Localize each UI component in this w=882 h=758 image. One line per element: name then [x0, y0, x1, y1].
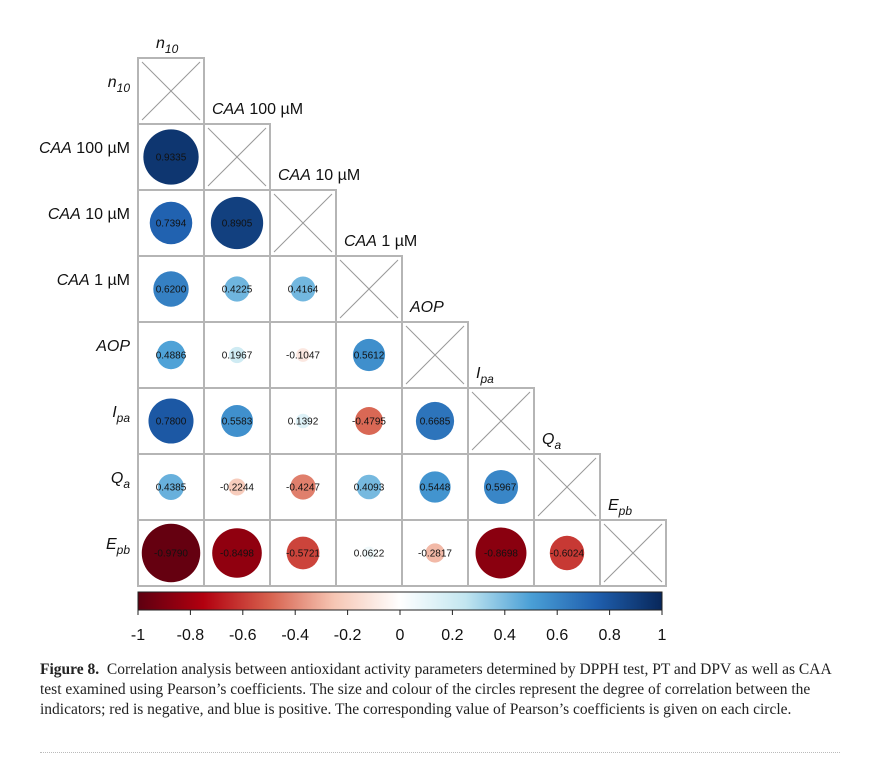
- row-label: n10: [108, 74, 131, 95]
- correlation-value: 0.9335: [156, 153, 187, 164]
- correlation-circle: [210, 196, 264, 250]
- diagonal-cross: [405, 325, 465, 385]
- correlation-circle: [425, 543, 445, 563]
- correlation-circle: [475, 527, 527, 579]
- correlation-value: -0.2244: [220, 483, 254, 494]
- correlation-value: 0.4225: [222, 285, 253, 296]
- correlation-circle: [419, 471, 451, 503]
- correlation-value: 0.0622: [354, 549, 385, 560]
- correlation-circle: [228, 346, 246, 364]
- correlation-value: -0.9790: [154, 549, 188, 560]
- correlation-circle: [290, 276, 316, 302]
- correlation-value: 0.5448: [420, 483, 451, 494]
- correlation-circle: [156, 340, 186, 370]
- grid-cell: [335, 387, 403, 455]
- correlation-value: 0.4164: [288, 285, 319, 296]
- correlation-circle: [220, 404, 254, 438]
- column-label: n10: [156, 35, 179, 56]
- colorbar-tick-label: -0.4: [281, 627, 309, 644]
- diagonal-cross: [141, 61, 201, 121]
- correlation-circle: [286, 536, 320, 570]
- diagonal-cross: [339, 259, 399, 319]
- correlation-circle: [415, 401, 455, 441]
- column-label: CAA 100 µM: [212, 101, 303, 118]
- colorbar-tick-label: 0.6: [546, 627, 568, 644]
- figure-caption: Figure 8. Correlation analysis between a…: [40, 660, 840, 720]
- correlation-circle: [141, 523, 201, 583]
- row-label: Epb: [106, 536, 130, 557]
- colorbar-tick-label: 0: [396, 627, 405, 644]
- correlation-value: -0.8498: [220, 549, 254, 560]
- correlation-circle: [295, 413, 311, 429]
- colorbar-tick-label: 0.8: [598, 627, 620, 644]
- correlation-value: -0.2817: [418, 549, 452, 560]
- correlation-circle: [224, 276, 250, 302]
- row-label: CAA 10 µM: [48, 206, 130, 223]
- correlation-circle: [149, 201, 193, 245]
- correlation-value: 0.5612: [354, 351, 385, 362]
- correlation-value: 0.1392: [288, 417, 319, 428]
- diagonal-cross: [603, 523, 663, 583]
- correlation-value: 0.4886: [156, 351, 187, 362]
- column-label: CAA 1 µM: [344, 233, 417, 250]
- correlation-circle: [148, 398, 194, 444]
- correlation-value: 0.6685: [420, 417, 451, 428]
- colorbar: [137, 591, 663, 611]
- row-label: CAA 1 µM: [57, 272, 130, 289]
- correlation-circle: [356, 474, 382, 500]
- row-label: CAA 100 µM: [39, 140, 130, 157]
- correlation-circle: [158, 474, 184, 500]
- correlation-circle: [352, 338, 386, 372]
- correlation-circle: [290, 474, 316, 500]
- row-label: AOP: [95, 338, 130, 355]
- divider: [40, 752, 840, 753]
- correlation-circle: [355, 407, 383, 435]
- correlation-value: 0.7800: [156, 417, 187, 428]
- correlation-value: 0.4385: [156, 483, 187, 494]
- column-label: CAA 10 µM: [278, 167, 360, 184]
- correlation-value: -0.6024: [550, 549, 584, 560]
- correlation-value: 0.8905: [222, 219, 253, 230]
- diagonal-cross: [273, 193, 333, 253]
- correlation-value: 0.1967: [222, 351, 253, 362]
- colorbar-tick-label: 1: [658, 627, 667, 644]
- row-label: Ipa: [112, 404, 130, 425]
- correlation-circle: [143, 129, 199, 185]
- correlation-plot: n10 n10 CAA 100 µM CAA 100 µM 0.9335 CAA 10 µ…: [39, 35, 667, 644]
- column-label: Qa: [542, 431, 561, 452]
- correlation-circle: [483, 469, 519, 505]
- correlation-circle: [362, 546, 376, 560]
- colorbar-tick-label: -0.8: [177, 627, 205, 644]
- caption-text: Correlation analysis between antioxidant…: [40, 661, 831, 718]
- correlation-value: 0.7394: [156, 219, 187, 230]
- grid-cell: [137, 255, 205, 323]
- column-label: AOP: [409, 299, 444, 316]
- colorbar-tick-label: -1: [131, 627, 145, 644]
- colorbar-tick-label: -0.6: [229, 627, 257, 644]
- diagonal-cross: [471, 391, 531, 451]
- colorbar-tick-label: 0.2: [441, 627, 463, 644]
- correlation-circle: [296, 348, 310, 362]
- correlation-value: 0.6200: [156, 285, 187, 296]
- correlation-circle: [549, 535, 585, 571]
- correlation-value: -0.4795: [352, 417, 386, 428]
- correlation-value: -0.5721: [286, 549, 320, 560]
- diagonal-cross: [207, 127, 267, 187]
- colorbar-tick-label: 0.4: [494, 627, 516, 644]
- correlation-value: 0.4093: [354, 483, 385, 494]
- correlation-circle: [228, 478, 246, 496]
- column-label: Ipa: [476, 365, 494, 386]
- correlation-circle: [212, 528, 262, 578]
- colorbar-tick-label: -0.2: [334, 627, 362, 644]
- diagonal-cross: [537, 457, 597, 517]
- correlation-value: -0.1047: [286, 351, 320, 362]
- column-label: Epb: [608, 497, 632, 518]
- caption-label: Figure 8.: [40, 661, 100, 678]
- row-label: Qa: [111, 470, 130, 491]
- correlation-circle: [153, 271, 189, 307]
- correlation-value: 0.5967: [486, 483, 517, 494]
- correlation-value: -0.8698: [484, 549, 518, 560]
- correlation-value: -0.4247: [286, 483, 320, 494]
- correlation-value: 0.5583: [222, 417, 253, 428]
